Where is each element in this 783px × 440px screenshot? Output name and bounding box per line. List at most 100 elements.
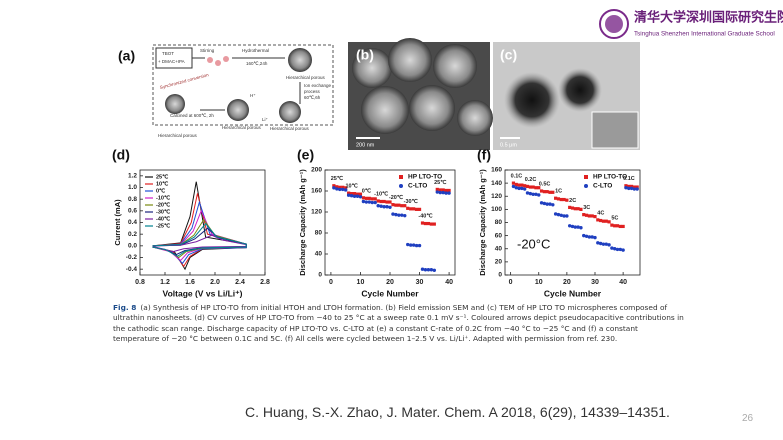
data-point (361, 196, 366, 200)
y-tick-label: 160 (311, 188, 322, 195)
scheme-text: Hierarchical porous (270, 126, 310, 131)
scheme-text: TBOT (162, 51, 174, 56)
segment-label: 2C (569, 198, 576, 204)
caption: Fig. 8 (a) Synthesis of HP LTO-TO from in… (113, 303, 685, 345)
data-point (593, 235, 597, 240)
cv-curve (152, 222, 247, 257)
data-point (335, 187, 339, 191)
panel-label: (b) (356, 47, 374, 63)
data-point (599, 218, 603, 223)
data-point (361, 199, 366, 204)
scheme-text: H⁺ (250, 93, 256, 98)
data-point (632, 187, 637, 191)
scheme-text: Hierarchical porous (158, 133, 198, 138)
data-point (562, 214, 566, 218)
data-point (624, 186, 628, 190)
data-point (403, 204, 407, 208)
data-point (367, 196, 371, 200)
y-tick-label: 0.8 (128, 196, 137, 203)
x-tick-label: 0 (509, 279, 513, 286)
y-tick-label: 0.2 (128, 231, 137, 238)
panel-c: (c) 0.5 μm (493, 42, 640, 150)
data-point (624, 184, 628, 188)
tem-inset (591, 111, 639, 149)
scheme-dot (207, 57, 213, 63)
data-point (423, 268, 428, 272)
sem-particle (457, 100, 493, 136)
data-point (559, 197, 563, 202)
x-tick-label: 10 (357, 279, 365, 286)
data-point (426, 221, 431, 226)
scheme-text: Li⁺ (262, 117, 269, 122)
data-point (429, 268, 434, 272)
y-tick-label: 160 (491, 167, 502, 174)
scheme-sphere (279, 101, 301, 123)
legend-label: C-LTO (408, 183, 427, 190)
data-point (534, 192, 538, 196)
legend-label: -30℃ (156, 208, 171, 215)
data-point (610, 246, 614, 250)
logo-emblem-core (605, 15, 623, 33)
segment-label: 0.5C (539, 181, 551, 187)
x-tick-label: 1.6 (185, 279, 195, 286)
data-point (344, 186, 348, 190)
panel-label: (c) (500, 47, 517, 63)
scheme-dot (223, 56, 229, 62)
citation: C. Huang, S.-X. Zhao, J. Mater. Chem. A … (245, 404, 670, 420)
data-point (553, 212, 558, 216)
data-point (514, 182, 518, 187)
segment-label: 1C (555, 189, 562, 195)
data-point (590, 235, 594, 239)
segment-label: 0.2C (525, 177, 537, 183)
data-point (423, 221, 428, 226)
sem-particle (388, 38, 432, 82)
data-point (584, 213, 589, 217)
data-point (556, 212, 561, 217)
data-point (548, 190, 552, 194)
data-point (556, 197, 561, 201)
data-point (364, 200, 369, 204)
scheme-text: 160℃,24h (246, 61, 268, 66)
data-point (397, 203, 401, 207)
scheme-text: Hydrothermal (242, 48, 269, 53)
data-point (406, 206, 410, 210)
data-point (618, 224, 622, 229)
data-point (338, 187, 342, 192)
data-point (618, 247, 623, 252)
data-point (607, 243, 611, 247)
scale-label: 200 nm (356, 142, 375, 148)
x-tick-label: 30 (416, 279, 424, 286)
data-point (570, 224, 575, 229)
data-point (517, 186, 521, 191)
data-point (376, 199, 380, 203)
data-point (426, 268, 431, 272)
scheme-text: 60℃,6h (304, 95, 321, 100)
scheme-frame (152, 44, 334, 126)
data-point (629, 186, 634, 191)
data-point (382, 205, 386, 209)
data-point (562, 197, 566, 202)
logo-emblem (599, 9, 629, 39)
legend-label: HP LTO-TO (408, 174, 442, 181)
legend-label: 25℃ (156, 173, 169, 180)
data-point (537, 186, 541, 190)
data-point (394, 212, 398, 217)
segment-label: 25℃ (434, 179, 447, 186)
segment-label: 0℃ (362, 187, 372, 194)
data-point (429, 222, 433, 226)
data-point (346, 193, 351, 197)
y-tick-label: 1.2 (128, 173, 137, 180)
data-point (610, 223, 614, 227)
data-point (370, 197, 374, 201)
panel-a: (a) TBOT + DMAC+IPA Stirring Hydrotherma… (115, 42, 345, 150)
x-axis-label: Cycle Number (361, 288, 419, 298)
data-point (531, 185, 535, 189)
segment-label: -20℃ (389, 194, 404, 201)
y-tick-label: 0.0 (128, 243, 137, 250)
y-tick-label: 140 (491, 180, 502, 187)
data-point (414, 243, 419, 248)
data-point (539, 201, 544, 205)
data-point (551, 203, 555, 207)
data-point (385, 200, 389, 204)
